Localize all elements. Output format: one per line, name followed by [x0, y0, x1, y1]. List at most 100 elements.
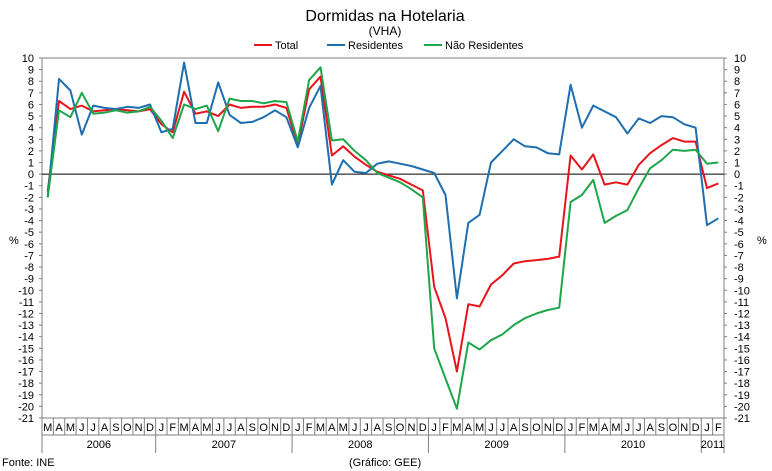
y-tick-label-left: -2	[24, 192, 34, 204]
x-tick-label: M	[475, 422, 484, 434]
y-tick-label-left: -5	[24, 227, 34, 239]
y-tick-label-left: 2	[28, 146, 34, 158]
x-tick-label: F	[715, 422, 722, 434]
y-tick-label-right: 5	[734, 111, 740, 123]
year-label: 2006	[87, 439, 111, 451]
y-tick-label-right: -14	[734, 332, 750, 344]
x-tick-label: F	[579, 422, 586, 434]
x-tick-label: A	[101, 422, 109, 434]
x-tick-label: J	[704, 422, 710, 434]
x-tick-label: S	[112, 422, 119, 434]
y-tick-label-left: -6	[24, 239, 34, 251]
x-tick-label: A	[374, 422, 382, 434]
x-tick-label: A	[192, 422, 200, 434]
y-axis-label-right: %	[757, 235, 767, 247]
y-tick-label-left: -19	[18, 390, 34, 402]
x-tick-label: A	[328, 422, 336, 434]
y-tick-label-left: -13	[18, 320, 34, 332]
x-tick-label: M	[589, 422, 598, 434]
y-tick-label-right: -2	[734, 192, 744, 204]
y-tick-label-right: -3	[734, 204, 744, 216]
year-label: 2007	[212, 439, 236, 451]
x-tick-label: J	[159, 422, 165, 434]
x-tick-label: J	[488, 422, 494, 434]
y-tick-label-right: -16	[734, 355, 750, 367]
y-tick-label-right: -20	[734, 401, 750, 413]
y-tick-label-right: -1	[734, 181, 744, 193]
y-tick-label-right: -12	[734, 308, 750, 320]
x-tick-label: J	[431, 422, 437, 434]
y-tick-label-right: 10	[734, 53, 746, 65]
y-tick-label-right: 3	[734, 134, 740, 146]
y-tick-label-right: 6	[734, 99, 740, 111]
x-tick-label: J	[227, 422, 233, 434]
x-tick-label: J	[79, 422, 85, 434]
y-tick-label-left: -3	[24, 204, 34, 216]
y-axis-right: 109876543210-1-2-3-4-5-6-7-8-9-10-11-12-…	[724, 53, 750, 425]
x-tick-label: N	[271, 422, 279, 434]
x-tick-label: F	[442, 422, 449, 434]
x-tick-label: S	[385, 422, 392, 434]
x-tick-label: M	[611, 422, 620, 434]
series-line-residentes	[46, 61, 719, 300]
x-tick-label: S	[521, 422, 528, 434]
x-tick-label: F	[306, 422, 313, 434]
credit-note: (Gráfico: GEE)	[349, 457, 421, 469]
y-tick-label-right: -10	[734, 285, 750, 297]
x-tick-label: J	[295, 422, 301, 434]
x-tick-label: M	[202, 422, 211, 434]
x-tick-label: D	[282, 422, 290, 434]
x-tick-label: J	[363, 422, 369, 434]
x-tick-label: M	[339, 422, 348, 434]
x-tick-label: J	[215, 422, 221, 434]
year-label: 2010	[621, 439, 645, 451]
x-tick-label: D	[146, 422, 154, 434]
y-tick-label-left: -9	[24, 274, 34, 286]
y-tick-label-left: -12	[18, 308, 34, 320]
y-tick-label-right: -11	[734, 297, 749, 309]
y-tick-label-right: -13	[734, 320, 750, 332]
y-tick-label-right: -8	[734, 262, 744, 274]
x-tick-label: S	[249, 422, 256, 434]
x-tick-label: F	[169, 422, 176, 434]
x-tick-label: O	[396, 422, 405, 434]
x-tick-label: J	[500, 422, 506, 434]
y-tick-label-left: 8	[28, 76, 34, 88]
x-tick-label: A	[237, 422, 245, 434]
x-tick-label: N	[407, 422, 415, 434]
series-line-total	[46, 75, 719, 373]
y-tick-label-right: -19	[734, 390, 750, 402]
legend-label-total: Total	[275, 40, 298, 52]
y-tick-label-right: 9	[734, 65, 740, 77]
x-tick-label: D	[692, 422, 700, 434]
y-tick-label-right: -21	[734, 413, 750, 425]
x-tick-label: M	[452, 422, 461, 434]
y-tick-label-left: -16	[18, 355, 34, 367]
y-tick-label-left: -7	[24, 250, 34, 262]
y-tick-label-left: -14	[18, 332, 34, 344]
x-tick-label: D	[555, 422, 563, 434]
x-tick-label: M	[66, 422, 75, 434]
y-tick-label-right: -15	[734, 343, 750, 355]
x-tick-label: O	[532, 422, 541, 434]
y-tick-label-left: 6	[28, 99, 34, 111]
y-tick-label-left: 1	[28, 158, 34, 170]
y-tick-label-right: -7	[734, 250, 744, 262]
y-tick-label-right: 0	[734, 169, 740, 181]
chart-title: Dormidas na Hotelaria	[305, 8, 464, 25]
x-tick-label: M	[179, 422, 188, 434]
y-tick-label-right: -5	[734, 227, 744, 239]
y-tick-label-right: 8	[734, 76, 740, 88]
year-label: 2009	[484, 439, 508, 451]
y-tick-label-left: -8	[24, 262, 34, 274]
y-tick-label-left: -17	[18, 367, 34, 379]
y-tick-label-left: 0	[28, 169, 34, 181]
y-tick-label-right: -6	[734, 239, 744, 251]
y-tick-label-right: -4	[734, 216, 744, 228]
chart-subtitle: (VHA)	[369, 24, 402, 38]
year-label: 2011	[701, 439, 725, 451]
x-tick-label: A	[465, 422, 473, 434]
y-tick-label-right: 2	[734, 146, 740, 158]
y-tick-label-left: 5	[28, 111, 34, 123]
